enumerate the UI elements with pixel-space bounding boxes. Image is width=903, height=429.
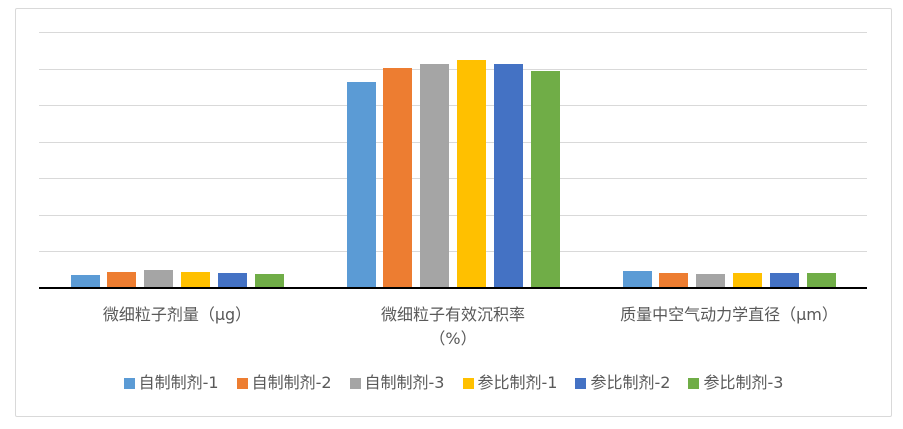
bar-参比制剂-1-cat1 xyxy=(180,272,210,287)
bar-参比制剂-1-cat2 xyxy=(456,60,486,287)
bar-参比制剂-2-cat2 xyxy=(493,63,523,287)
category-axis-labels: 微细粒子剂量（μg） 微细粒子有效沉积率 （%） 质量中空气动力学直径（μm） xyxy=(39,303,867,355)
gridline xyxy=(39,178,867,180)
legend-item-自制制剂-1: 自制制剂-1 xyxy=(123,373,219,393)
legend-item-label: 参比制剂-3 xyxy=(703,373,784,392)
legend-item-自制制剂-3: 自制制剂-3 xyxy=(349,373,445,393)
legend-item-参比制剂-2: 参比制剂-2 xyxy=(575,373,670,393)
legend-swatch-icon xyxy=(236,377,248,389)
legend-swatch-icon xyxy=(349,377,361,389)
gridline xyxy=(39,32,867,33)
bar-自制制剂-1-cat3 xyxy=(622,270,652,287)
bar-参比制剂-3-cat1 xyxy=(254,273,284,287)
bar-自制制剂-3-cat3 xyxy=(696,273,726,287)
legend-item-自制制剂-2: 自制制剂-2 xyxy=(236,373,332,393)
legend-swatch-icon xyxy=(462,377,474,389)
bar-参比制剂-3-cat2 xyxy=(530,71,560,287)
legend-swatch-icon xyxy=(575,377,587,389)
category-label-2: 微细粒子有效沉积率 （%） xyxy=(380,305,525,348)
bar-参比制剂-2-cat1 xyxy=(217,273,247,287)
bar-自制制剂-1-cat1 xyxy=(70,274,100,287)
gridline xyxy=(39,214,867,216)
bar-自制制剂-1-cat2 xyxy=(346,82,376,287)
bar-参比制剂-1-cat3 xyxy=(732,273,762,287)
gridline xyxy=(39,141,867,143)
bar-自制制剂-2-cat1 xyxy=(107,272,137,287)
bar-自制制剂-3-cat1 xyxy=(144,270,174,287)
chart-frame: 微细粒子剂量（μg） 微细粒子有效沉积率 （%） 质量中空气动力学直径（μm） 自制… xyxy=(15,8,892,417)
legend-item-参比制剂-1: 参比制剂-1 xyxy=(462,373,558,393)
legend-item-label: 参比制剂-1 xyxy=(477,373,558,392)
legend-item-label: 自制制剂-1 xyxy=(138,373,219,392)
bar-自制制剂-3-cat2 xyxy=(420,63,450,287)
category-label-3: 质量中空气动力学直径（μm） xyxy=(620,305,838,324)
legend-item-label: 自制制剂-2 xyxy=(251,373,332,392)
legend: 自制制剂-1 自制制剂-2 自制制剂-3 参比制剂-1 参比制剂-2 参比制剂-3 xyxy=(16,373,891,393)
legend-swatch-icon xyxy=(123,377,135,389)
gridline xyxy=(39,105,867,107)
bar-自制制剂-2-cat2 xyxy=(383,67,413,287)
bar-参比制剂-2-cat3 xyxy=(769,273,799,287)
legend-item-参比制剂-3: 参比制剂-3 xyxy=(688,373,783,393)
x-axis-line xyxy=(39,287,867,289)
legend-swatch-icon xyxy=(688,377,700,389)
gridline xyxy=(39,68,867,70)
legend-item-label: 参比制剂-2 xyxy=(590,373,671,392)
bar-自制制剂-2-cat3 xyxy=(659,273,689,287)
legend-item-label: 自制制剂-3 xyxy=(364,373,445,392)
bar-参比制剂-3-cat3 xyxy=(806,273,836,287)
category-label-1: 微细粒子剂量（μg） xyxy=(102,305,252,324)
plot-area xyxy=(39,32,867,289)
gridline xyxy=(39,251,867,253)
